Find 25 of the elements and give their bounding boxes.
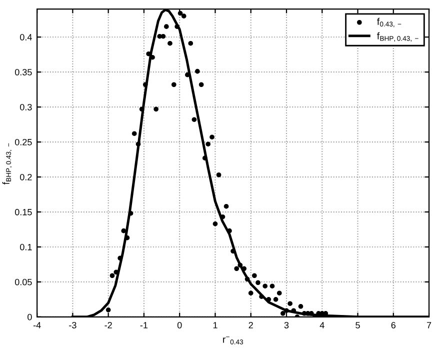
x-tick-label: -1 [140, 322, 148, 328]
x-tick-label: 3 [284, 322, 289, 328]
y-tick-label: 0.4 [20, 34, 32, 40]
y-axis-title: f$_{BHP,0.43,−}$ [2, 143, 12, 185]
x-tick-label: 7 [426, 322, 432, 328]
legend-label: f$_{BHP,0.43,−}$ [377, 32, 418, 42]
y-tick-label: 0 [28, 314, 32, 320]
x-tick-label: 2 [248, 322, 253, 328]
x-tick-label: 5 [356, 322, 360, 328]
y-tick-label: 0.05 [14, 278, 32, 286]
x-tick-label: 4 [320, 322, 324, 328]
y-tick-label: 0.2 [20, 174, 32, 180]
x-axis-title: r$^{−}$$_{0.43}$ [223, 336, 244, 344]
x-tick-label: -2 [104, 322, 112, 328]
x-tick-label: 1 [213, 322, 218, 328]
y-tick-label: 0.35 [14, 69, 32, 76]
x-tick-label: -4 [33, 322, 41, 328]
y-tick-label: 0.3 [20, 104, 32, 110]
y-tick-label: 0.25 [14, 138, 32, 146]
y-tick-label: 0.15 [14, 208, 32, 216]
x-tick-label: 6 [391, 322, 396, 328]
y-tick-label: 0.1 [20, 244, 32, 250]
x-tick-label: 0 [177, 322, 182, 328]
legend-label: f$_{0.43,−}$ [377, 18, 402, 28]
x-tick-label: -3 [69, 322, 76, 328]
